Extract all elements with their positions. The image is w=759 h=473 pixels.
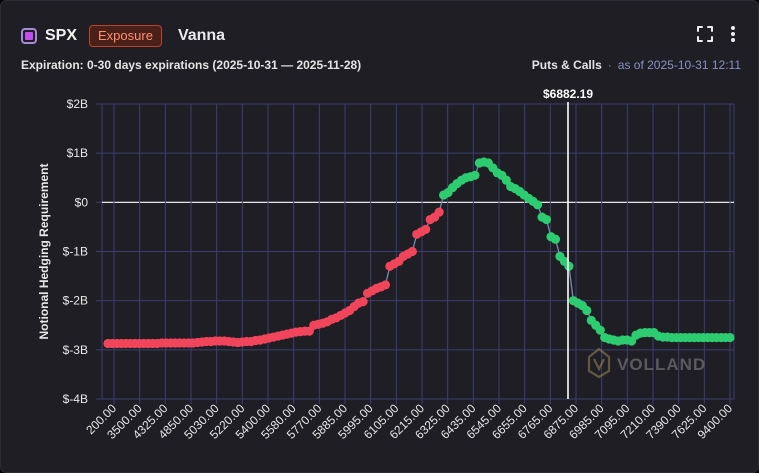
y-tick-label: $-4B xyxy=(63,392,88,406)
data-point xyxy=(595,325,605,335)
y-tick-label: $1B xyxy=(67,146,88,160)
volland-logo-icon xyxy=(587,347,611,379)
fullscreen-icon[interactable] xyxy=(696,25,714,43)
y-tick-label: $-2B xyxy=(63,294,88,308)
y-tick-label: $-1B xyxy=(63,245,88,259)
symbol-swatch xyxy=(25,32,33,40)
exposure-badge[interactable]: Exposure xyxy=(89,25,162,47)
y-tick-label: $-3B xyxy=(63,343,88,357)
data-point xyxy=(550,234,561,244)
header-actions xyxy=(696,25,738,43)
data-point xyxy=(725,332,735,343)
data-point xyxy=(564,261,574,271)
puts-calls-toggle[interactable]: Puts & Calls xyxy=(531,58,602,72)
chart-header: SPX Exposure Vanna xyxy=(21,23,225,49)
meta-separator: · xyxy=(607,58,612,72)
volland-logo-mark xyxy=(593,358,605,372)
ticker-label: SPX xyxy=(45,27,78,44)
y-tick-label: $2B xyxy=(67,97,88,111)
data-point xyxy=(421,224,431,234)
data-point xyxy=(407,246,417,257)
data-point xyxy=(470,170,480,180)
square-symbol-icon[interactable] xyxy=(21,28,37,44)
volland-wordmark: VOLLAND xyxy=(617,355,706,374)
greek-label: Vanna xyxy=(177,27,226,44)
data-point xyxy=(582,305,592,316)
volland-watermark: VOLLAND xyxy=(587,347,706,379)
more-vertical-icon[interactable] xyxy=(728,25,738,43)
data-point xyxy=(380,280,391,290)
data-point xyxy=(434,207,444,217)
data-point xyxy=(358,297,368,307)
as-of-timestamp: as of 2025-10-31 12:11 xyxy=(617,58,741,72)
series-line xyxy=(108,161,730,345)
expiration-range: Expiration: 0-30 days expirations (2025-… xyxy=(21,58,362,72)
chart-meta: Puts & Calls · as of 2025-10-31 12:11 xyxy=(532,58,741,72)
y-tick-label: $0 xyxy=(75,195,89,209)
data-point xyxy=(532,200,543,210)
data-point xyxy=(501,175,511,185)
y-axis-label: Notional Hedging Requirement xyxy=(37,163,51,339)
data-point xyxy=(541,214,552,225)
spot-price-label: $6882.19 xyxy=(543,87,593,101)
